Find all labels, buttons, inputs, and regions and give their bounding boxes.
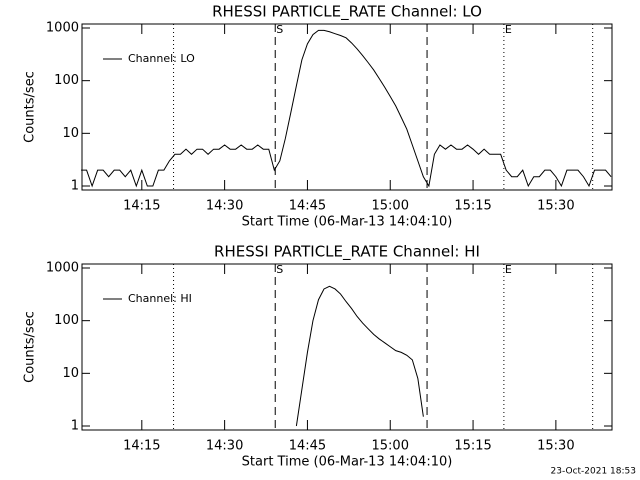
x-tick-label: 14:30 bbox=[206, 439, 243, 454]
x-tick-label: 15:15 bbox=[454, 439, 491, 454]
x-tick-label: 15:30 bbox=[537, 199, 574, 214]
timestamp: 23-Oct-2021 18:53 bbox=[551, 467, 636, 477]
y-tick-label: 10 bbox=[62, 366, 79, 381]
chart-title: RHESSI PARTICLE_RATE Channel: LO bbox=[212, 3, 482, 22]
data-line bbox=[295, 285, 424, 427]
legend-label: Channel: HI bbox=[128, 292, 192, 305]
y-tick-label: 1000 bbox=[46, 261, 79, 276]
chart-title: RHESSI PARTICLE_RATE Channel: HI bbox=[214, 243, 480, 262]
marker-label: S bbox=[276, 263, 283, 276]
x-tick-label: 14:45 bbox=[289, 199, 326, 214]
marker-label: E bbox=[505, 23, 512, 36]
marker-label: S bbox=[276, 23, 283, 36]
y-tick-label: 1000 bbox=[46, 21, 79, 36]
x-axis-label: Start Time (06-Mar-13 14:04:10) bbox=[242, 455, 453, 470]
y-tick-label: 1 bbox=[71, 419, 79, 434]
y-axis-label: Counts/sec bbox=[23, 311, 38, 383]
legend-label: Channel: LO bbox=[128, 52, 195, 65]
y-axis-label: Counts/sec bbox=[23, 71, 38, 143]
x-tick-label: 14:15 bbox=[123, 199, 160, 214]
y-tick-label: 100 bbox=[54, 313, 79, 328]
x-tick-label: 15:30 bbox=[537, 439, 574, 454]
x-tick-label: 14:30 bbox=[206, 199, 243, 214]
x-tick-label: 15:15 bbox=[454, 199, 491, 214]
y-tick-label: 100 bbox=[54, 73, 79, 88]
x-tick-label: 15:00 bbox=[372, 439, 409, 454]
x-tick-label: 14:45 bbox=[289, 439, 326, 454]
data-line bbox=[81, 29, 612, 188]
plot-frame bbox=[81, 23, 613, 191]
x-tick-label: 14:15 bbox=[123, 439, 160, 454]
y-tick-label: 10 bbox=[62, 126, 79, 141]
x-axis-label: Start Time (06-Mar-13 14:04:10) bbox=[242, 215, 453, 230]
x-tick-label: 15:00 bbox=[372, 199, 409, 214]
plot-frame bbox=[81, 263, 613, 431]
y-tick-label: 1 bbox=[71, 179, 79, 194]
marker-label: E bbox=[505, 263, 512, 276]
